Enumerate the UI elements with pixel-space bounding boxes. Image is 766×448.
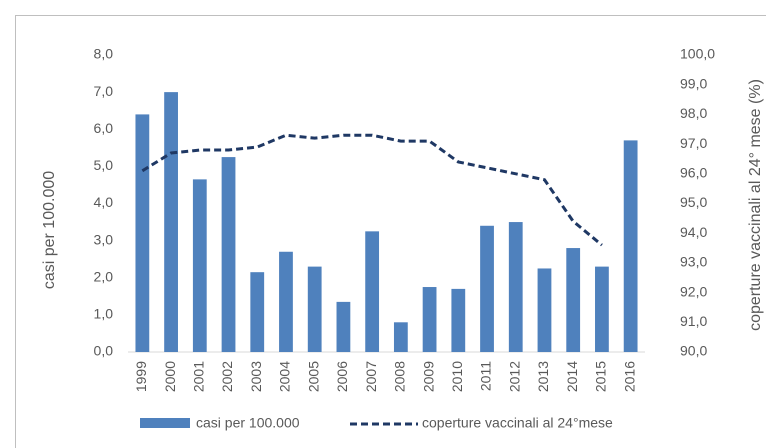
y2-tick-label: 96,0 <box>680 165 707 181</box>
x-tick-label: 2010 <box>449 361 465 392</box>
y-tick-label: 2,0 <box>94 268 114 284</box>
line <box>141 133 603 247</box>
y-tick-label: 5,0 <box>94 157 114 173</box>
y2-tick-label: 93,0 <box>680 254 707 270</box>
x-tick-label: 2014 <box>564 361 580 392</box>
legend-swatch <box>140 418 190 428</box>
x-tick-label: 2006 <box>334 361 350 392</box>
x-tick-label: 2007 <box>363 361 379 392</box>
x-tick-label: 2015 <box>593 361 609 392</box>
x-tick-label: 2013 <box>535 361 551 392</box>
x-tick-label: 2002 <box>219 361 235 392</box>
bar <box>422 287 437 352</box>
y2-tick-label: 97,0 <box>680 135 707 151</box>
x-tick-label: 2003 <box>248 361 264 392</box>
y-tick-label: 8,0 <box>94 46 114 62</box>
x-tick-label: 1999 <box>133 361 149 392</box>
y2-tick-label: 91,0 <box>680 313 707 329</box>
y2-tick-label: 100,0 <box>680 46 715 62</box>
bar <box>480 225 494 352</box>
y-axis-title: casi per 100.000 <box>41 171 58 289</box>
bar <box>451 288 466 352</box>
bar <box>595 266 609 352</box>
x-tick-label: 2004 <box>277 361 293 392</box>
bar <box>508 222 523 352</box>
y2-axis-title: coperture vaccinali al 24° mese (%) <box>747 79 764 331</box>
legend-label: casi per 100.000 <box>196 415 300 431</box>
bar <box>307 266 322 352</box>
x-tick-label: 2012 <box>506 361 522 392</box>
legend-label: coperture vaccinali al 24°mese <box>422 415 613 431</box>
y2-tick-label: 90,0 <box>680 343 707 359</box>
x-tick-label: 2008 <box>392 361 408 392</box>
bar <box>537 268 552 352</box>
x-tick-label: 2011 <box>478 361 494 391</box>
x-tick-label: 2005 <box>305 361 321 392</box>
y2-tick-label: 94,0 <box>680 224 707 240</box>
y2-tick-label: 95,0 <box>680 194 707 210</box>
bar <box>365 231 380 352</box>
bar <box>566 248 581 352</box>
y2-tick-label: 99,0 <box>680 75 707 91</box>
bar <box>164 92 178 352</box>
x-tick-label: 2001 <box>191 361 207 392</box>
y2-tick-label: 92,0 <box>680 283 707 299</box>
bar <box>623 140 638 352</box>
y-tick-label: 1,0 <box>94 306 114 322</box>
y2-tick-label: 98,0 <box>680 105 707 121</box>
bar <box>192 179 207 352</box>
x-tick-label: 2009 <box>420 361 436 392</box>
y-tick-label: 4,0 <box>94 194 114 210</box>
y-tick-label: 6,0 <box>94 120 114 136</box>
bar <box>250 272 265 352</box>
bar <box>393 322 408 352</box>
chart-frame <box>15 15 766 448</box>
x-tick-label: 2000 <box>162 361 178 392</box>
bar <box>336 301 351 352</box>
y-tick-label: 0,0 <box>94 343 114 359</box>
bar <box>221 157 236 352</box>
y-tick-label: 7,0 <box>94 83 114 99</box>
bar <box>135 114 150 353</box>
y-tick-label: 3,0 <box>94 231 114 247</box>
x-tick-label: 2016 <box>621 361 637 392</box>
bar <box>279 251 293 352</box>
